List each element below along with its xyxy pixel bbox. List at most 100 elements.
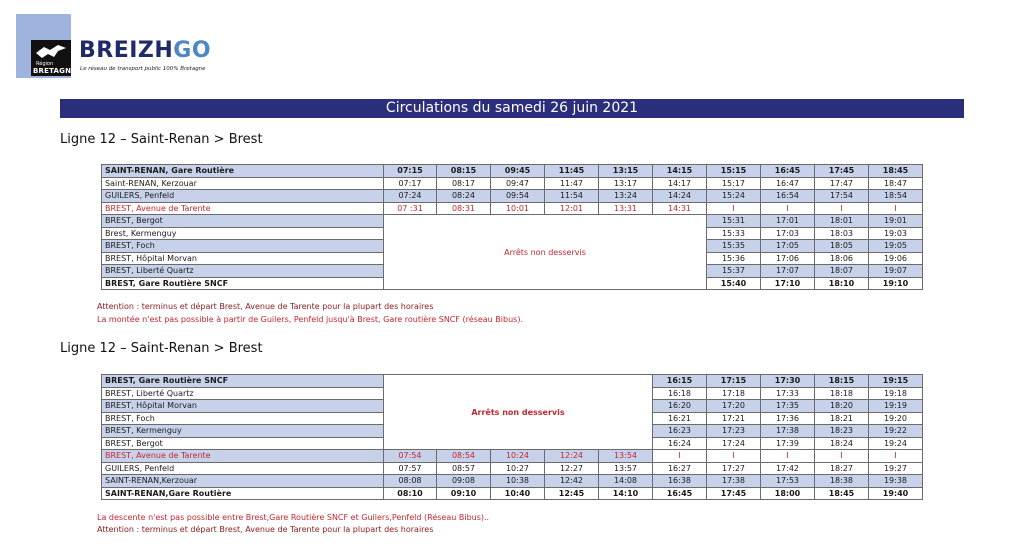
stop-name: BREST, Avenue de Tarente xyxy=(101,449,384,463)
stop-name: GUILERS, Penfeld xyxy=(101,189,384,203)
time-cell: 12:42 xyxy=(544,474,599,488)
time-cell: 07 :31 xyxy=(383,201,437,215)
stop-name: BREST, Gare Routière SNCF xyxy=(101,276,384,290)
time-cell: 18:01 xyxy=(814,214,869,228)
time-cell: 17:07 xyxy=(760,264,815,278)
time-cell: 19:19 xyxy=(868,399,923,413)
time-cell: 08:10 xyxy=(383,486,437,500)
time-cell: 18:38 xyxy=(814,474,869,488)
table-row: GUILERS, Penfeld 07:57 08:57 10:27 12:27 13:5… xyxy=(101,461,923,475)
time-cell: 16:27 xyxy=(652,461,707,475)
table-row: BREST, Bergot Arrêts non desservis 15:31 17… xyxy=(101,214,923,290)
stop-name: BREST, Liberté Quartz xyxy=(101,264,384,278)
time-cell: 17:23 xyxy=(706,424,761,438)
region-bretagne-logo xyxy=(31,40,71,76)
time-cell: 16:54 xyxy=(760,189,815,203)
time-cell: 19:10 xyxy=(868,276,923,290)
time-cell: I xyxy=(652,449,707,463)
table-row: SAINT-RENAN,Gare Routière 08:10 09:10 10:40… xyxy=(101,486,923,500)
time-cell: 09:47 xyxy=(490,176,545,190)
table-row: BREST, Liberté Quartz 15:37 17:07 18:07 19:0… xyxy=(101,264,923,278)
time-cell: 07:57 xyxy=(383,461,437,475)
stop-name: BREST, Bergot xyxy=(101,436,384,450)
stop-name: BREST, Liberté Quartz xyxy=(101,386,384,400)
time-cell: 19:05 xyxy=(868,239,923,253)
time-cell: 15:35 xyxy=(706,239,761,253)
time-cell: 16:18 xyxy=(652,386,707,400)
time-cell: 10:24 xyxy=(490,449,545,463)
time-cell: 17:36 xyxy=(760,411,815,425)
time-cell: 08:24 xyxy=(436,189,491,203)
table-row: BREST, Kermenguy 16:23 17:23 17:38 18:23 19:2… xyxy=(101,424,923,438)
time-cell: 17:20 xyxy=(706,399,761,413)
time-cell: 13:24 xyxy=(598,189,653,203)
time-cell: 19:27 xyxy=(868,461,923,475)
stop-name: GUILERS, Penfeld xyxy=(101,461,384,475)
note-2b: Attention : terminus et départ Brest, Av… xyxy=(97,525,434,534)
time-cell: I xyxy=(706,449,761,463)
timetable-1: SAINT-RENAN, Gare Routière 07:15 08:15 09:4… xyxy=(101,164,923,290)
time-cell: 19:06 xyxy=(868,251,923,265)
time-cell: 16:15 xyxy=(652,374,707,388)
table-row: BREST, Hôpital Morvan 16:20 17:20 17:35 18:2… xyxy=(101,399,923,413)
stop-name: SAINT-RENAN,Gare Routière xyxy=(101,486,384,500)
time-cell: 11:54 xyxy=(544,189,599,203)
time-cell: I xyxy=(760,449,815,463)
stop-name: SAINT-RENAN,Kerzouar xyxy=(101,474,384,488)
time-cell: 18:20 xyxy=(814,399,869,413)
time-cell: 17:45 xyxy=(706,486,761,500)
time-cell: 17:45 xyxy=(814,164,869,178)
time-cell: 15:15 xyxy=(706,164,761,178)
page-title: Circulations du samedi 26 juin 2021 xyxy=(60,99,964,118)
time-cell: 17:05 xyxy=(760,239,815,253)
time-cell: 18:47 xyxy=(868,176,923,190)
non-served-stops: Arrêts non desservis xyxy=(383,374,653,450)
time-cell: 14:08 xyxy=(598,474,653,488)
time-cell: 16:45 xyxy=(760,164,815,178)
time-cell: 17:30 xyxy=(760,374,815,388)
table-row: Saint-RENAN, Kerzouar 07:17 08:17 09:47 11:4… xyxy=(101,176,923,190)
line-title-1: Ligne 12 – Saint-Renan > Brest xyxy=(60,132,263,147)
time-cell: 17:33 xyxy=(760,386,815,400)
table-row: BREST, Avenue de Tarente 07 :31 08:31 10:01… xyxy=(101,201,923,215)
bird-icon xyxy=(36,45,66,58)
time-cell: 16:20 xyxy=(652,399,707,413)
time-cell: 10:40 xyxy=(490,486,545,500)
time-cell: 17:38 xyxy=(706,474,761,488)
time-cell: 18:05 xyxy=(814,239,869,253)
time-cell: 17:24 xyxy=(706,436,761,450)
time-cell: 18:18 xyxy=(814,386,869,400)
region-label: Région xyxy=(36,61,54,67)
time-cell: 17:15 xyxy=(706,374,761,388)
stop-name: Saint-RENAN, Kerzouar xyxy=(101,176,384,190)
time-cell: 17:42 xyxy=(760,461,815,475)
brand-go: GO xyxy=(173,38,212,63)
time-cell: 09:10 xyxy=(436,486,491,500)
time-cell: 18:03 xyxy=(814,226,869,240)
stop-name: BREST, Hôpital Morvan xyxy=(101,251,384,265)
time-cell: 14:17 xyxy=(652,176,707,190)
time-cell: 10:38 xyxy=(490,474,545,488)
time-cell: 07:17 xyxy=(383,176,437,190)
stop-name: Brest, Kermenguy xyxy=(101,226,384,240)
line-title-2: Ligne 12 – Saint-Renan > Brest xyxy=(60,341,263,356)
time-cell: 19:07 xyxy=(868,264,923,278)
table-row: BREST, Avenue de Tarente 07:54 08:54 10:24 1… xyxy=(101,449,923,463)
time-cell: 18:21 xyxy=(814,411,869,425)
time-cell: 19:22 xyxy=(868,424,923,438)
note-1b: La montée n'est pas possible à partir de… xyxy=(97,315,523,324)
brand-logo: BREIZHGO xyxy=(79,38,211,63)
brand-tagline: Le réseau de transport public 100% Breta… xyxy=(80,66,206,72)
time-cell: 13:17 xyxy=(598,176,653,190)
time-cell: 17:06 xyxy=(760,251,815,265)
non-served-stops: Arrêts non desservis xyxy=(383,214,707,290)
time-cell: 17:35 xyxy=(760,399,815,413)
time-cell: 19:15 xyxy=(868,374,923,388)
time-cell: 17:39 xyxy=(760,436,815,450)
time-cell: 19:01 xyxy=(868,214,923,228)
stop-name: BREST, Foch xyxy=(101,239,384,253)
time-cell: 19:20 xyxy=(868,411,923,425)
time-cell: 07:24 xyxy=(383,189,437,203)
time-cell: 12:27 xyxy=(544,461,599,475)
stop-name: SAINT-RENAN, Gare Routière xyxy=(101,164,384,178)
